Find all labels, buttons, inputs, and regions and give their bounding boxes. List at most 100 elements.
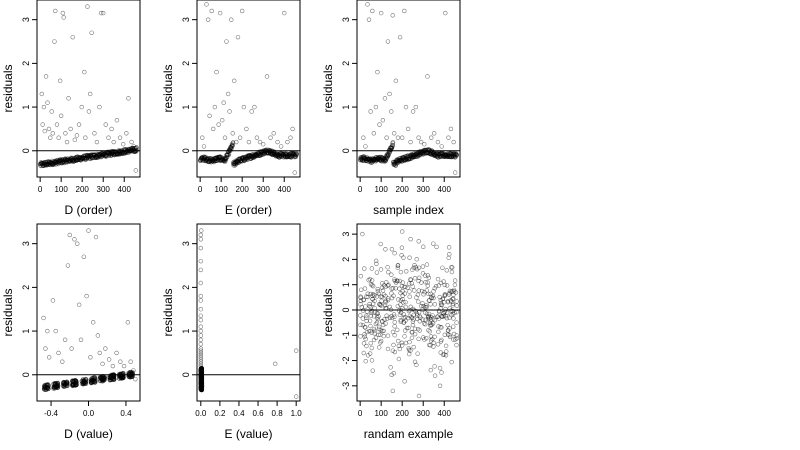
x-tick-label: 0.8 [272, 409, 284, 418]
data-point [396, 356, 402, 362]
x-axis-label: sample index [373, 203, 444, 217]
data-point [403, 104, 409, 110]
data-point [358, 295, 363, 300]
data-point [366, 277, 371, 283]
data-point [409, 281, 414, 286]
data-point [369, 308, 375, 314]
data-point [207, 113, 212, 119]
data-point [205, 17, 211, 22]
data-point [368, 109, 373, 114]
data-point [447, 333, 452, 338]
data-point [412, 263, 417, 268]
data-point [358, 313, 363, 318]
data-point [198, 348, 204, 353]
data-point [43, 74, 49, 79]
data-point [450, 303, 456, 308]
data-point [401, 320, 407, 325]
y-axis-label: residuals [1, 64, 15, 112]
data-point [396, 338, 401, 344]
data-point [117, 375, 123, 380]
data-point [42, 128, 47, 134]
data-point [450, 296, 455, 302]
data-point [426, 275, 432, 281]
data-point [385, 39, 391, 44]
data-point [365, 291, 370, 296]
data-point [437, 365, 443, 371]
data-point [412, 288, 417, 293]
data-point [392, 320, 397, 325]
data-point [111, 139, 116, 145]
x-axis-label: D (value) [64, 427, 113, 441]
data-point [380, 288, 386, 293]
data-point [442, 332, 447, 337]
data-point [55, 382, 60, 387]
data-point [63, 131, 68, 136]
data-point [230, 131, 235, 136]
data-point [410, 109, 416, 114]
data-point [367, 276, 373, 282]
data-point [217, 10, 223, 16]
data-point [428, 291, 433, 297]
data-point [199, 228, 204, 233]
data-point [451, 287, 457, 293]
data-point [428, 323, 433, 329]
data-point [198, 350, 204, 356]
data-point [72, 137, 78, 143]
data-point [370, 296, 375, 302]
data-point [227, 109, 232, 114]
data-point [42, 384, 48, 389]
data-point [84, 293, 89, 299]
data-point [232, 78, 237, 84]
data-point [74, 133, 80, 138]
data-point [384, 316, 390, 322]
data-point [97, 104, 102, 110]
data-point [390, 143, 396, 148]
data-point [50, 131, 55, 136]
data-point [431, 289, 436, 294]
data-point [408, 139, 413, 145]
data-point [60, 10, 66, 16]
data-point [387, 91, 392, 97]
data-point [43, 346, 48, 351]
data-point [423, 322, 428, 327]
data-point [370, 8, 375, 14]
data-point [60, 359, 65, 364]
data-point [439, 302, 445, 308]
scatter-panel: 0 1 2 3 -0.4 0.0 0.4 D (value) residuals [1, 223, 141, 441]
data-point [438, 298, 444, 303]
y-tick-label: 2 [341, 61, 351, 66]
points-group [357, 2, 460, 175]
scatter-panel: 0 1 2 3 0 100 200 300 400 D (order) residuals [1, 0, 141, 217]
data-point [395, 279, 400, 284]
data-point [89, 30, 94, 35]
data-point [109, 126, 114, 132]
data-point [453, 337, 458, 342]
data-point [421, 244, 426, 249]
points-group [41, 228, 138, 392]
data-point [402, 284, 407, 290]
data-point [210, 126, 216, 132]
data-point [450, 301, 456, 306]
data-point [383, 298, 388, 304]
data-point [397, 346, 402, 352]
data-point [106, 135, 111, 140]
data-point [452, 282, 458, 288]
data-point [275, 139, 280, 145]
data-point [382, 303, 388, 308]
x-tick-label: 300 [257, 185, 271, 194]
data-point [402, 334, 407, 339]
data-point [114, 350, 119, 356]
x-tick-label: 0 [198, 185, 203, 194]
y-tick-label: 3 [341, 17, 351, 22]
data-point [372, 328, 378, 334]
data-point [225, 91, 231, 97]
data-point [438, 350, 443, 355]
data-point [198, 324, 204, 329]
data-point [200, 135, 205, 140]
data-point [358, 322, 363, 327]
data-point [398, 302, 403, 307]
data-point [129, 139, 134, 145]
data-point [133, 168, 139, 173]
